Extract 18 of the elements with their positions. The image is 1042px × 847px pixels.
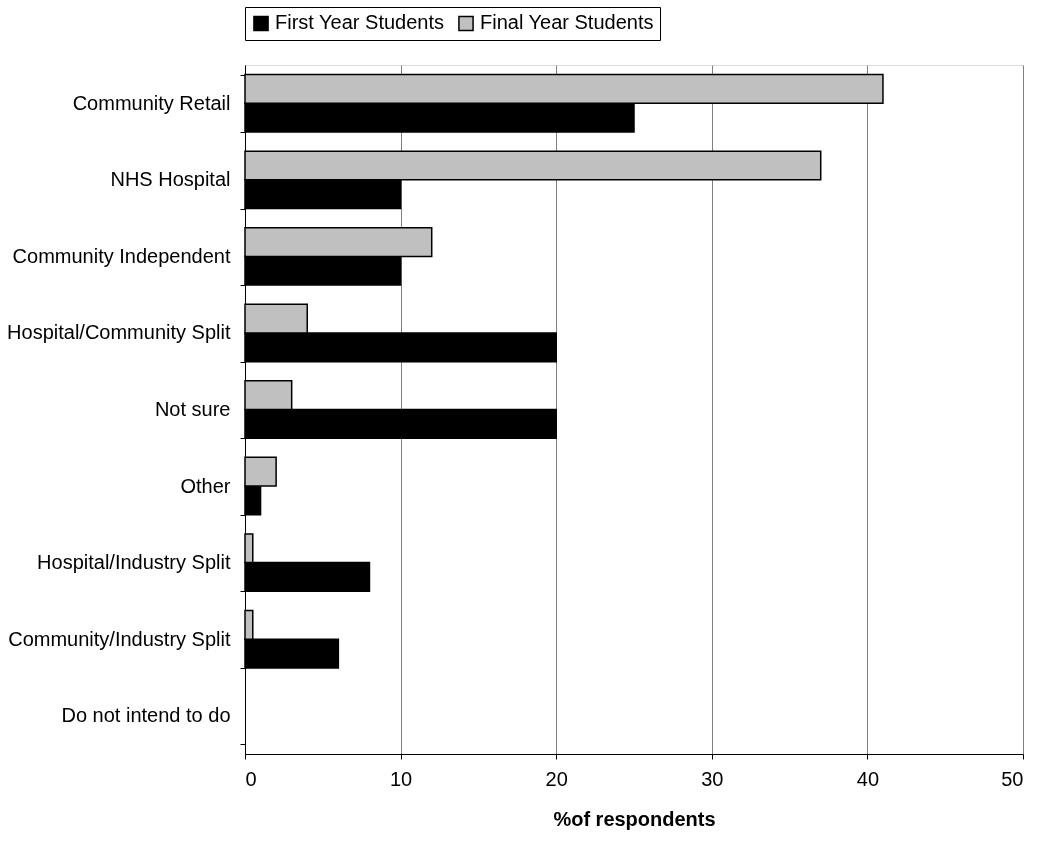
y-tick-label: Not sure: [154, 398, 231, 420]
y-tick-label: Hospital/Community Split: [7, 321, 231, 344]
x-tick-label: 20: [545, 767, 568, 790]
y-tick-label: Community Retail: [72, 91, 231, 114]
x-tick-label: 40: [856, 767, 880, 790]
y-tick-label: Community Independent: [12, 244, 231, 267]
y-tick-label: Do not intend to do: [61, 704, 231, 727]
x-tick-label: 30: [701, 767, 724, 790]
y-tick-label: Community/Industry Split: [8, 627, 231, 650]
y-tick-label: Other: [180, 474, 231, 497]
y-tick-label: Hospital/Industry Split: [37, 551, 231, 574]
legend-label: First Year Students: [275, 11, 444, 34]
x-axis-title: %of respondents: [553, 807, 716, 830]
x-tick-label: 10: [389, 767, 413, 790]
x-tick-label: 0: [245, 767, 257, 790]
y-tick-label: NHS Hospital: [110, 168, 231, 191]
x-tick-label: 50: [1001, 767, 1024, 790]
legend-label: Final Year Students: [480, 11, 654, 34]
